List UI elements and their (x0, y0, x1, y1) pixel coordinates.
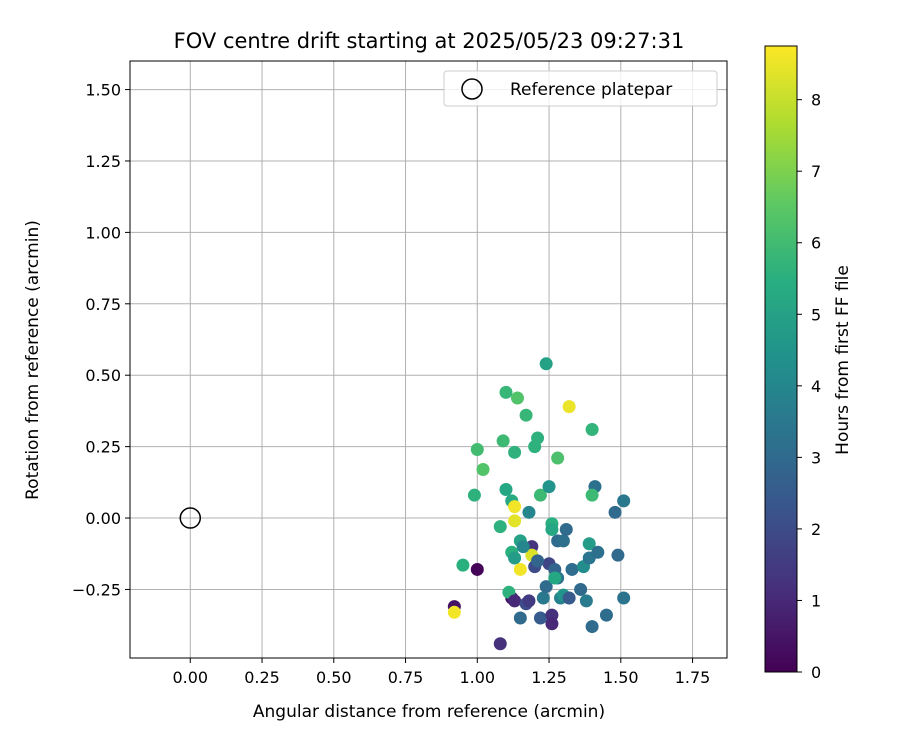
colorbar-tick-label: 0 (811, 663, 821, 682)
data-point (531, 554, 545, 568)
data-point (617, 591, 631, 605)
data-point (539, 357, 553, 371)
plot-frame (129, 60, 728, 659)
y-axis-label: Rotation from reference (arcmin) (23, 220, 43, 500)
data-point (539, 580, 553, 594)
colorbar-tick-label: 2 (811, 520, 821, 539)
colorbar-tick-label: 7 (811, 162, 821, 181)
data-point (545, 617, 559, 631)
colorbar-tick-label: 1 (811, 591, 821, 610)
data-point (528, 440, 542, 454)
data-point (508, 514, 522, 528)
data-point (548, 571, 562, 585)
data-point (559, 522, 573, 536)
data-point (447, 605, 461, 619)
data-point (522, 594, 536, 608)
x-tick-label: 0.25 (244, 668, 280, 687)
data-point (585, 620, 599, 634)
colorbar-tick-label: 6 (811, 234, 821, 253)
x-tick-label: 1.00 (459, 668, 495, 687)
x-tick-label: 0.75 (388, 668, 424, 687)
data-point (516, 540, 530, 554)
x-tick-label: 1.75 (675, 668, 711, 687)
data-point (533, 488, 547, 502)
y-tick-label: 0.75 (85, 295, 121, 314)
x-tick-label: 1.50 (603, 668, 639, 687)
data-point (574, 582, 588, 596)
data-point (562, 591, 576, 605)
data-point (493, 637, 507, 651)
data-point (579, 594, 593, 608)
data-point (508, 445, 522, 459)
y-tick-label: 0.25 (85, 438, 121, 457)
data-point (508, 500, 522, 514)
data-point (599, 608, 613, 622)
x-axis-label: Angular distance from reference (arcmin) (253, 702, 605, 722)
grid (130, 61, 727, 658)
data-point (470, 562, 484, 576)
data-point (522, 505, 536, 519)
data-point (608, 505, 622, 519)
y-tick-label: 0.50 (85, 366, 121, 385)
data-point (611, 548, 625, 562)
data-point (551, 451, 565, 465)
data-point (496, 434, 510, 448)
data-point (562, 400, 576, 414)
colorbar-gradient (764, 45, 798, 673)
x-tick-label: 0.00 (172, 668, 208, 687)
chart-title: FOV centre drift starting at 2025/05/23 … (174, 29, 685, 53)
colorbar: 0 1 2 3 4 5 6 7 8 Hours from first FF file (764, 45, 853, 682)
data-point (513, 611, 527, 625)
x-tick-label: 1.25 (531, 668, 567, 687)
data-point (456, 558, 470, 572)
y-tick-label: 0.00 (85, 509, 121, 528)
data-point (533, 611, 547, 625)
data-point (585, 422, 599, 436)
data-point (617, 494, 631, 508)
x-tick-label: 0.50 (316, 668, 352, 687)
data-point (508, 594, 522, 608)
colorbar-label: Hours from first FF file (833, 265, 853, 455)
y-tick-label: 1.25 (85, 152, 121, 171)
y-tick-label: 1.00 (85, 223, 121, 242)
y-tick-label: 1.50 (85, 81, 121, 100)
data-point (556, 534, 570, 548)
legend-reference-label: Reference platepar (510, 80, 672, 100)
legend-reference-marker (461, 78, 483, 100)
data-point (585, 488, 599, 502)
data-point (513, 562, 527, 576)
data-point (591, 545, 605, 559)
data-point (499, 385, 513, 399)
legend: Reference platepar (443, 70, 718, 107)
x-axis-ticks: 0.00 0.25 0.50 0.75 1.00 1.25 1.50 1.75 (172, 658, 710, 687)
data-point (582, 537, 596, 551)
data-point (467, 488, 481, 502)
y-axis-ticks: −0.25 0.00 0.25 0.50 0.75 1.00 1.25 1.50 (72, 81, 130, 599)
data-point (493, 520, 507, 534)
data-point (476, 462, 490, 476)
y-tick-label: −0.25 (72, 580, 121, 599)
reference-layer (179, 507, 202, 529)
colorbar-tick-label: 4 (811, 377, 821, 396)
data-points (447, 357, 631, 651)
colorbar-tick-label: 5 (811, 305, 821, 324)
legend-box (443, 70, 718, 107)
data-point (470, 442, 484, 456)
data-point (565, 562, 579, 576)
data-point (542, 480, 556, 494)
data-point (545, 522, 559, 536)
data-point (499, 482, 513, 496)
data-point (536, 591, 550, 605)
data-point (508, 551, 522, 565)
reference-platepar-marker (179, 507, 202, 529)
colorbar-tick-label: 3 (811, 448, 821, 467)
colorbar-ticks: 0 1 2 3 4 5 6 7 8 (797, 91, 821, 682)
data-point (510, 391, 524, 405)
colorbar-tick-label: 8 (811, 91, 821, 110)
data-point (519, 408, 533, 422)
